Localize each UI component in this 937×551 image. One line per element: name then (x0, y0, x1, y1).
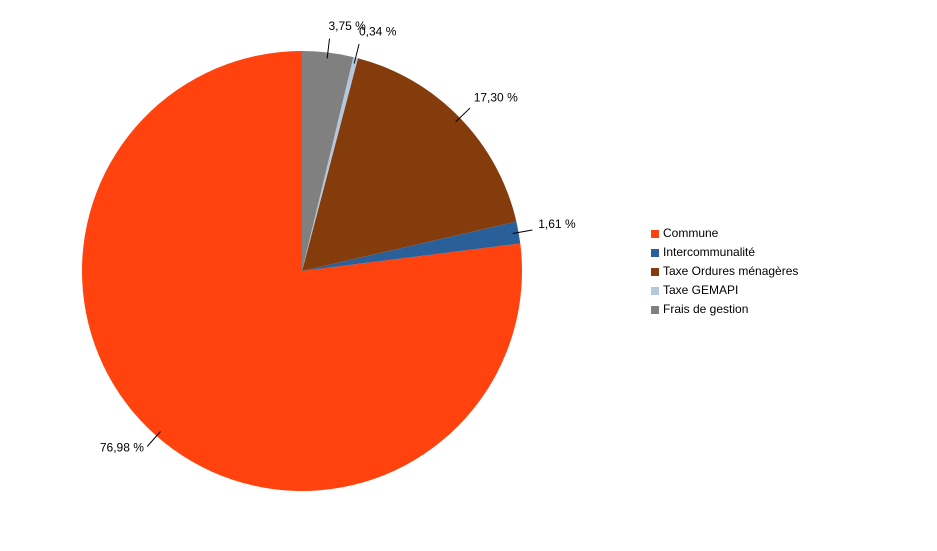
leader-line (455, 107, 471, 123)
data-label: 3,75 % (328, 19, 366, 33)
legend-label: Taxe GEMAPI (663, 283, 738, 297)
data-label: 0,34 % (359, 24, 397, 38)
legend-label: Intercommunalité (663, 245, 755, 259)
leader-line (512, 229, 533, 235)
pie-slice (302, 58, 517, 271)
legend-label: Commune (663, 226, 719, 240)
leader-line (353, 43, 360, 64)
legend-swatch (651, 249, 659, 257)
leader-line (326, 38, 331, 59)
pie-slice (302, 51, 354, 271)
pie-slice (302, 221, 521, 271)
data-label: 76,98 % (100, 441, 144, 455)
leader-line (146, 431, 161, 447)
legend-swatch (651, 230, 659, 238)
legend-swatch (651, 268, 659, 276)
legend-label: Taxe Ordures ménagères (663, 264, 798, 278)
data-label: 1,61 % (538, 217, 576, 231)
legend-swatch (651, 287, 659, 295)
pie-slice (302, 57, 358, 271)
pie-slice (82, 51, 523, 491)
legend-label: Frais de gestion (663, 302, 748, 316)
data-label: 17,30 % (474, 91, 518, 105)
legend-swatch (651, 306, 659, 314)
